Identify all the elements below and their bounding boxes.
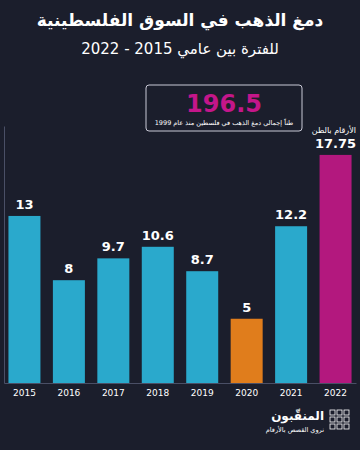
brand: المنقّبوننروي القصص بالأرقام xyxy=(266,408,349,434)
x-tick: 2018 xyxy=(146,388,169,398)
data-label: 9.7 xyxy=(102,239,125,254)
data-labels: 13 8 9.7 10.6 8.7 5 12.2 17.75 xyxy=(15,136,356,315)
brand-icon-cell xyxy=(337,417,342,422)
x-tick: 2020 xyxy=(235,388,258,398)
data-label: 17.75 xyxy=(315,136,356,151)
x-tick-label: 2018 xyxy=(146,388,169,398)
x-tick-label: 2016 xyxy=(57,388,80,398)
data-label: 8 xyxy=(64,261,73,276)
x-axis: 2015 2016 2017 2018 2019 2020 2021 2022 xyxy=(5,384,357,398)
bar xyxy=(142,247,174,383)
bar xyxy=(8,216,40,383)
brand-icon-cell xyxy=(330,410,335,415)
x-tick: 2015 xyxy=(13,388,36,398)
bar xyxy=(53,280,85,383)
brand-icon-cell xyxy=(344,417,349,422)
brand-name: المنقّبون xyxy=(271,408,324,424)
background xyxy=(0,0,360,450)
data-label: 8.7 xyxy=(191,252,214,267)
chart: دمغ الذهب في السوق الفلسطينية للفترة بين … xyxy=(0,0,360,450)
highlight-box: 196.5طناً إجمالي دمغ الذهب في فلسطين منذ… xyxy=(146,85,302,131)
brand-tagline: نروي القصص بالأرقام xyxy=(266,425,324,434)
bar xyxy=(186,271,218,383)
x-axis-line xyxy=(5,383,357,384)
subtitle: للفترة بين عامي 2015 - 2022 xyxy=(81,40,279,59)
brand-icon-cell xyxy=(344,424,349,429)
brand-icon xyxy=(330,410,349,429)
x-tick-label: 2022 xyxy=(324,388,347,398)
x-tick-label: 2015 xyxy=(13,388,36,398)
highlight-frame xyxy=(146,85,302,131)
title: دمغ الذهب في السوق الفلسطينية xyxy=(37,10,324,31)
x-tick: 2016 xyxy=(57,388,80,398)
brand-icon-cell xyxy=(337,424,342,429)
unit-label: الأرقام بالطن xyxy=(312,125,356,135)
bar xyxy=(97,258,129,383)
data-label: 13 xyxy=(15,197,33,212)
data-label: 5 xyxy=(242,300,251,315)
highlight-value: 196.5 xyxy=(186,90,262,118)
brand-icon-cell xyxy=(344,410,349,415)
highlight-text: طناً إجمالي دمغ الذهب في فلسطين منذ عام … xyxy=(155,118,294,127)
brand-icon-cell xyxy=(330,424,335,429)
bar xyxy=(320,155,352,383)
x-tick-label: 2017 xyxy=(102,388,125,398)
y-axis xyxy=(4,127,5,384)
data-label: 10.6 xyxy=(142,228,174,243)
x-tick: 2022 xyxy=(324,388,347,398)
x-tick-label: 2020 xyxy=(235,388,258,398)
brand-icon-cell xyxy=(330,417,335,422)
brand-icon-cell xyxy=(337,410,342,415)
y-axis-line xyxy=(4,127,5,384)
bar xyxy=(231,319,263,383)
x-tick: 2021 xyxy=(280,388,303,398)
x-tick-label: 2019 xyxy=(191,388,214,398)
data-label: 12.2 xyxy=(275,207,307,222)
x-tick-label: 2021 xyxy=(280,388,303,398)
bars xyxy=(8,155,351,383)
bar xyxy=(275,226,307,383)
x-tick: 2019 xyxy=(191,388,214,398)
x-tick: 2017 xyxy=(102,388,125,398)
